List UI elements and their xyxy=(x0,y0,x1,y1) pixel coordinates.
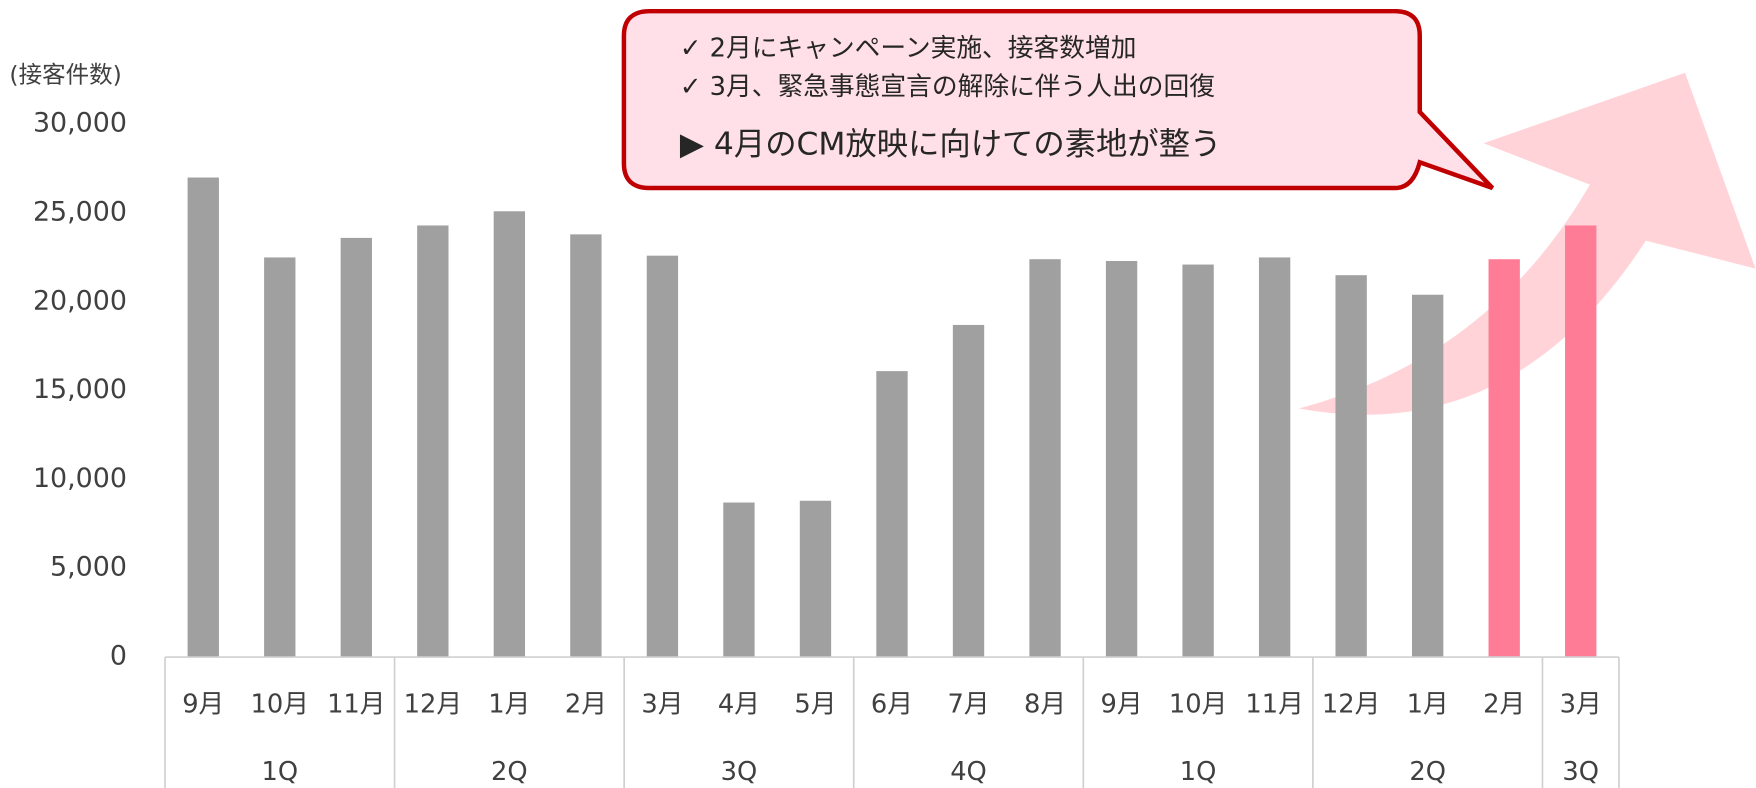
x-tick-label: 5月 xyxy=(794,690,836,720)
x-tick-label: 1月 xyxy=(488,690,530,720)
y-tick-label: 0 xyxy=(110,641,127,672)
x-tick-label: 12月 xyxy=(1322,690,1380,720)
x-tick-label: 10月 xyxy=(1169,690,1227,720)
bar xyxy=(570,234,602,658)
bar xyxy=(1182,264,1214,658)
bar xyxy=(187,177,219,658)
bar xyxy=(799,500,832,658)
group-label: 3Q xyxy=(721,757,758,787)
x-tick-label: 4月 xyxy=(718,690,760,720)
group-label: 2Q xyxy=(491,757,528,787)
x-tick-label: 12月 xyxy=(404,690,462,720)
group-label: 2Q xyxy=(1409,757,1446,787)
x-tick-label: 2月 xyxy=(1483,690,1525,720)
y-tick-label: 15,000 xyxy=(33,374,127,405)
y-axis-label: (接客件数) xyxy=(9,61,121,89)
bar xyxy=(646,255,679,658)
y-tick-label: 30,000 xyxy=(33,108,127,139)
x-tick-label: 11月 xyxy=(1245,690,1303,720)
bar xyxy=(340,237,372,658)
x-tick-label: 11月 xyxy=(327,690,385,720)
x-tick-label: 6月 xyxy=(871,690,913,720)
bar xyxy=(876,371,908,658)
bar xyxy=(1565,225,1597,658)
callout xyxy=(621,8,1495,191)
bar xyxy=(1258,257,1291,658)
y-tick-label: 5,000 xyxy=(50,552,127,583)
x-tick-label: 3月 xyxy=(1560,690,1602,720)
bar xyxy=(493,211,526,658)
annotation: ▶ 4月のCM放映に向けての素地が整う xyxy=(680,127,1221,163)
bar xyxy=(1488,259,1520,658)
x-tick-label: 7月 xyxy=(947,690,989,720)
y-tick-label: 10,000 xyxy=(33,463,127,494)
y-tick-label: 20,000 xyxy=(33,285,127,316)
group-label: 1Q xyxy=(261,757,298,787)
bar xyxy=(952,324,985,658)
y-tick-label: 25,000 xyxy=(33,197,127,228)
x-tick-label: 3月 xyxy=(641,690,683,720)
x-tick-label: 10月 xyxy=(251,690,309,720)
group-label: 4Q xyxy=(950,757,987,787)
x-tick-label: 1月 xyxy=(1407,690,1449,720)
x-tick-label: 2月 xyxy=(565,690,607,720)
x-tick-label: 9月 xyxy=(182,690,224,720)
bar xyxy=(264,257,296,658)
group-label: 3Q xyxy=(1562,757,1599,787)
bar xyxy=(417,225,449,658)
group-label: 1Q xyxy=(1180,757,1217,787)
x-tick-label: 9月 xyxy=(1101,690,1143,720)
bar xyxy=(1335,275,1367,658)
bar xyxy=(723,502,755,658)
x-tick-label: 8月 xyxy=(1024,690,1066,720)
bar xyxy=(1029,259,1061,658)
bar xyxy=(1412,294,1444,658)
annotation: ✓ 3月、緊急事態宣言の解除に伴う人出の回復 xyxy=(680,72,1215,102)
annotation: ✓ 2月にキャンペーン実施、接客数増加 xyxy=(680,34,1137,64)
trend-arrow xyxy=(1298,72,1756,415)
bar xyxy=(1105,260,1138,658)
